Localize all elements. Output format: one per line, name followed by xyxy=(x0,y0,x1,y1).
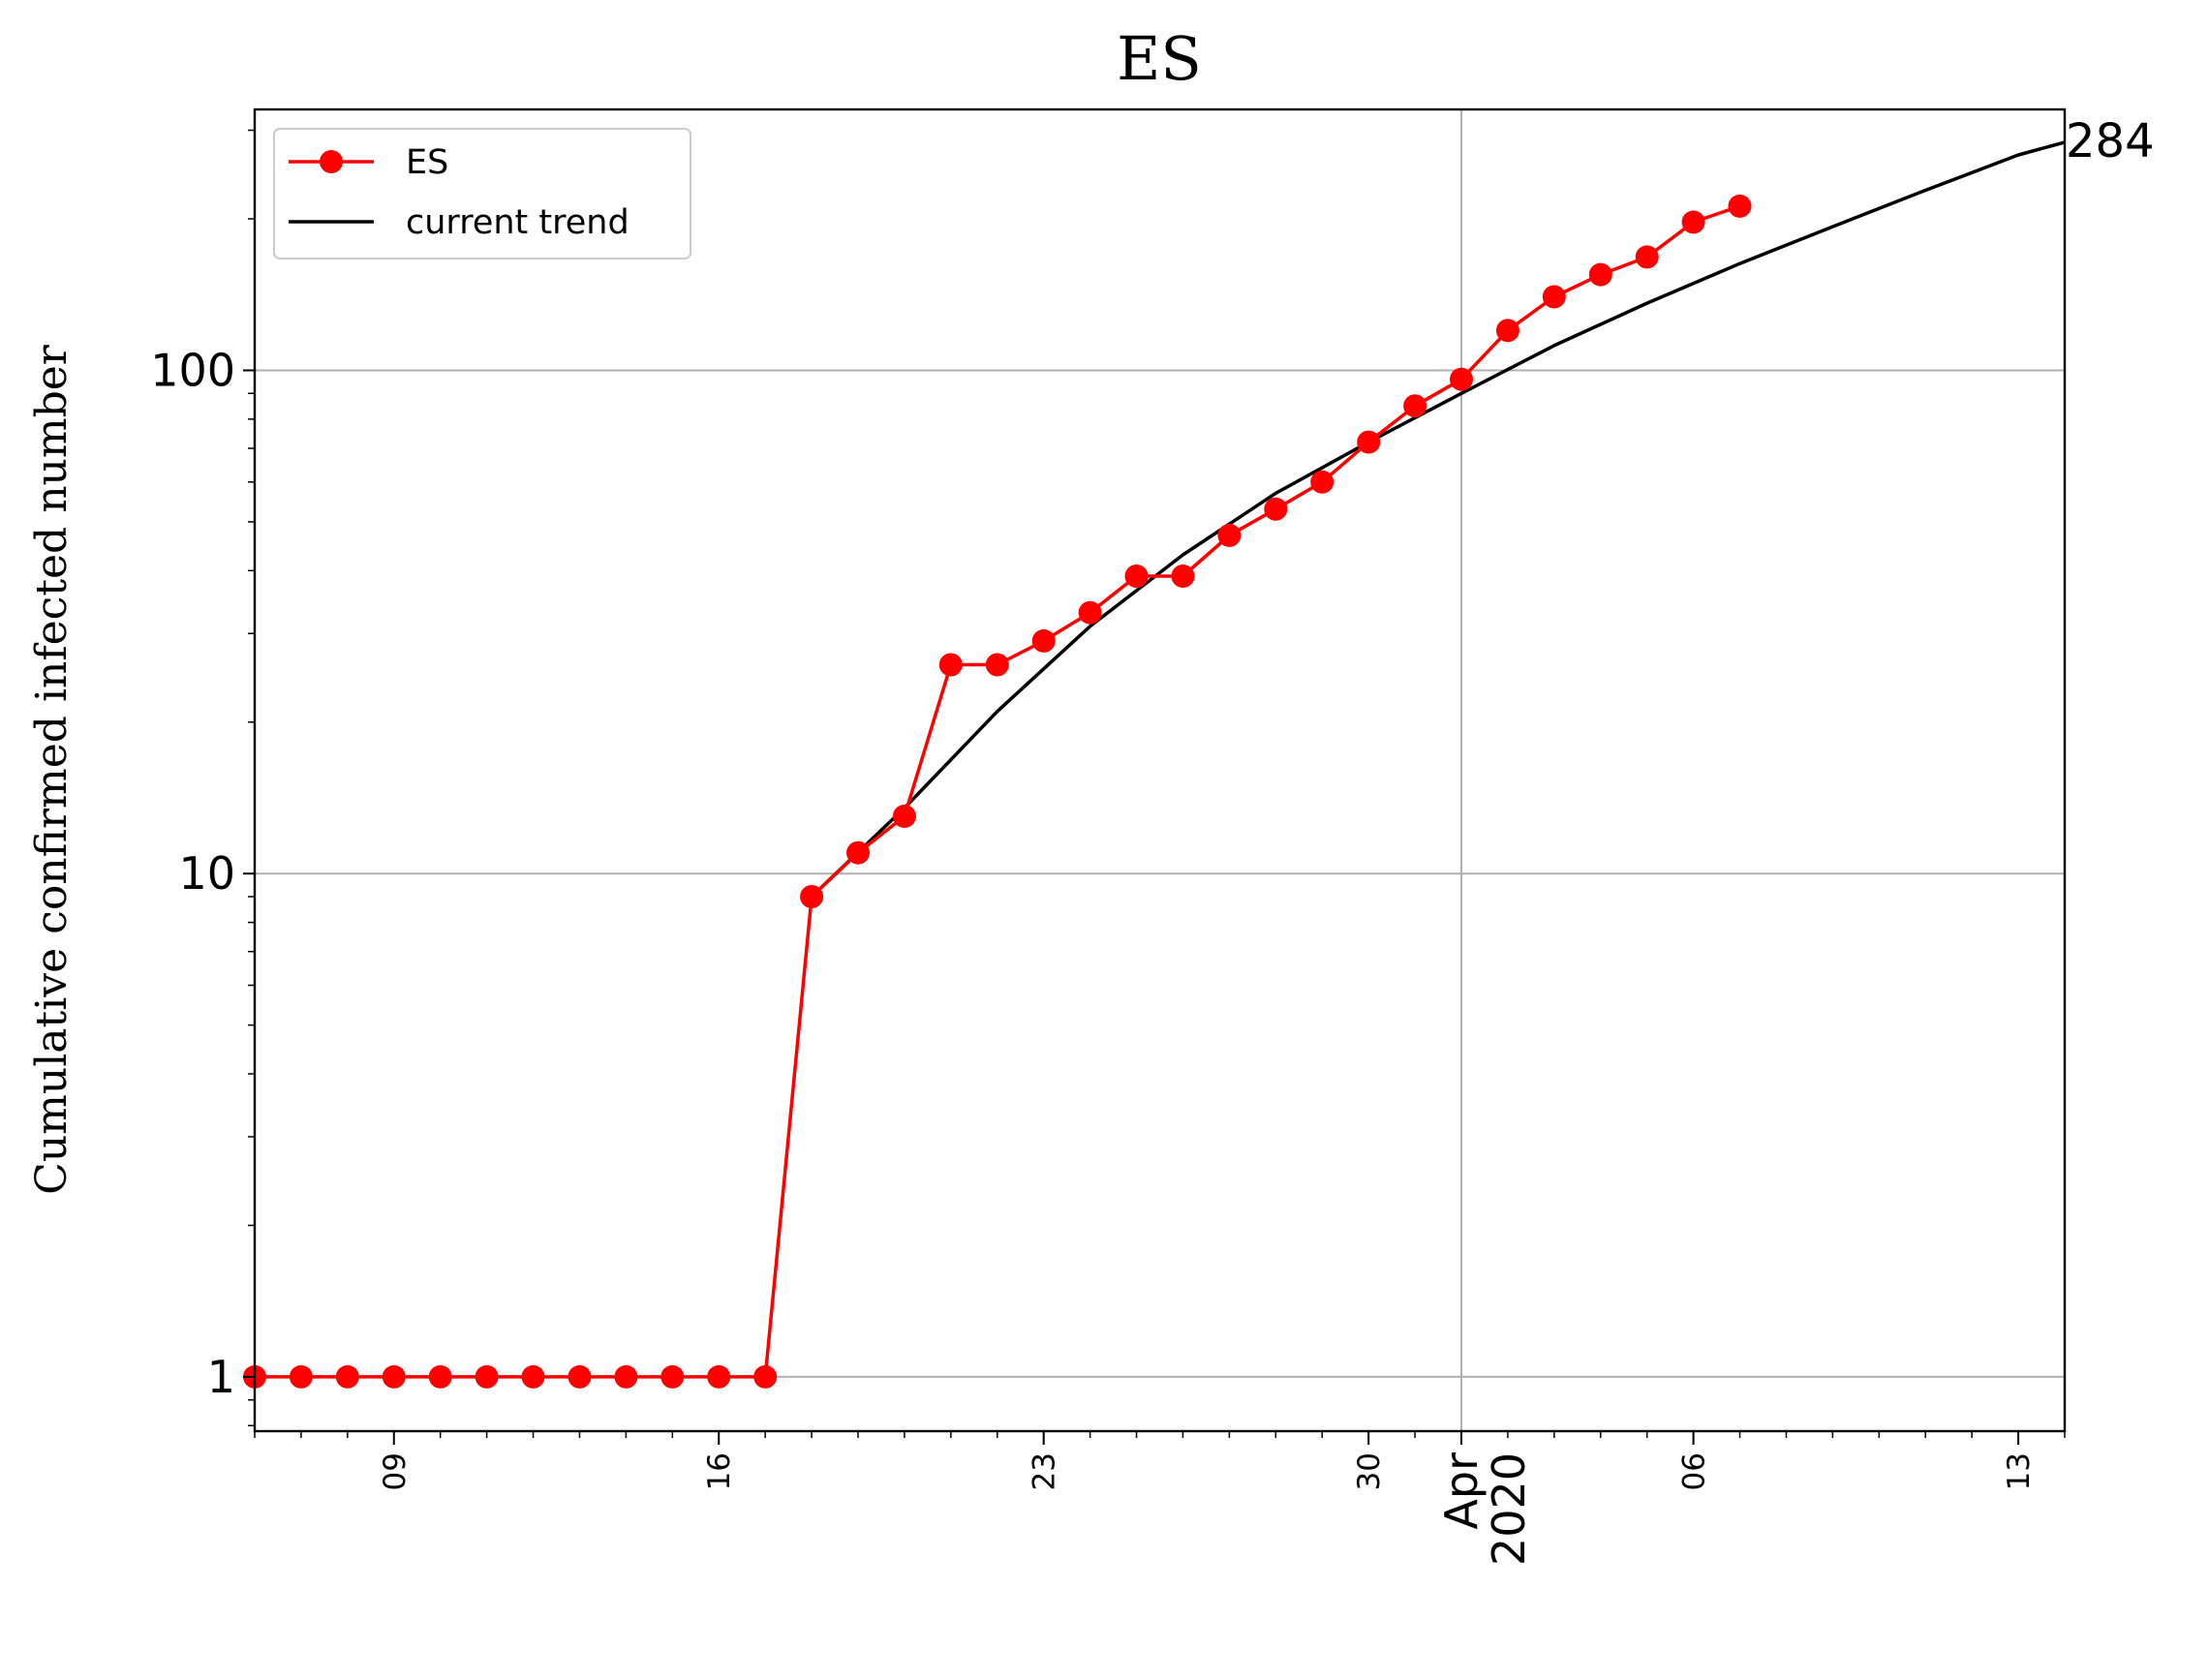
x-tick-label: 30 xyxy=(1352,1452,1387,1490)
data-point-es xyxy=(707,1364,731,1389)
data-point-es xyxy=(753,1364,778,1389)
data-point-es xyxy=(568,1364,592,1389)
data-point-es xyxy=(475,1364,499,1389)
x-tick-label: 09 xyxy=(378,1452,413,1490)
y-tick-label: 100 xyxy=(150,344,235,396)
data-point-es xyxy=(1495,319,1519,343)
data-point-es xyxy=(846,840,870,865)
data-point-es xyxy=(1450,367,1473,391)
data-point-es xyxy=(985,653,1009,677)
data-point-es xyxy=(892,805,916,828)
data-point-es xyxy=(800,885,824,908)
x-tick-label: 13 xyxy=(2002,1452,2037,1490)
legend: ES current trend xyxy=(273,128,691,260)
y-tick-label: 10 xyxy=(178,847,235,900)
data-point-es xyxy=(1217,523,1242,547)
data-point-es xyxy=(1078,600,1102,625)
plot-frame xyxy=(253,107,2067,1433)
y-axis-label: Cumulative confirmed infected number xyxy=(27,344,77,1195)
x-tick-label: 16 xyxy=(702,1452,737,1490)
data-point-es xyxy=(1310,470,1335,494)
data-point-es xyxy=(1728,194,1752,218)
data-point-es xyxy=(289,1364,313,1389)
x-tick-label: 06 xyxy=(1677,1452,1712,1490)
data-point-es xyxy=(1264,497,1288,521)
legend-es-label: ES xyxy=(406,143,448,182)
data-point-es xyxy=(1542,285,1566,309)
legend-trend-label: current trend xyxy=(406,203,629,242)
series-layer xyxy=(243,140,2066,1389)
data-point-es xyxy=(614,1364,638,1389)
data-point-es xyxy=(382,1364,406,1389)
data-point-es xyxy=(1635,245,1659,269)
data-point-es xyxy=(521,1364,545,1389)
data-point-es xyxy=(428,1364,452,1389)
data-point-es xyxy=(660,1364,685,1389)
legend-es-marker xyxy=(320,150,343,173)
chart-title: ES xyxy=(1117,23,1202,94)
data-point-es xyxy=(1681,210,1705,234)
data-point-es xyxy=(1171,565,1195,588)
y-tick-label: 1 xyxy=(207,1351,235,1403)
series-line-current-trend xyxy=(810,140,2066,899)
end-annotation: 284 xyxy=(2066,114,2155,168)
data-point-es xyxy=(1124,565,1149,588)
data-point-es xyxy=(938,653,963,677)
legend-box xyxy=(273,128,691,260)
data-point-es xyxy=(1357,430,1381,454)
x-tick-label-month: 2020 xyxy=(1483,1452,1535,1566)
data-point-es xyxy=(1031,628,1056,653)
x-tick-label-month: Apr xyxy=(1435,1452,1488,1530)
data-point-es xyxy=(1588,262,1612,287)
data-point-es xyxy=(335,1364,359,1389)
x-tick-label: 23 xyxy=(1028,1452,1062,1490)
data-point-es xyxy=(1403,394,1427,418)
